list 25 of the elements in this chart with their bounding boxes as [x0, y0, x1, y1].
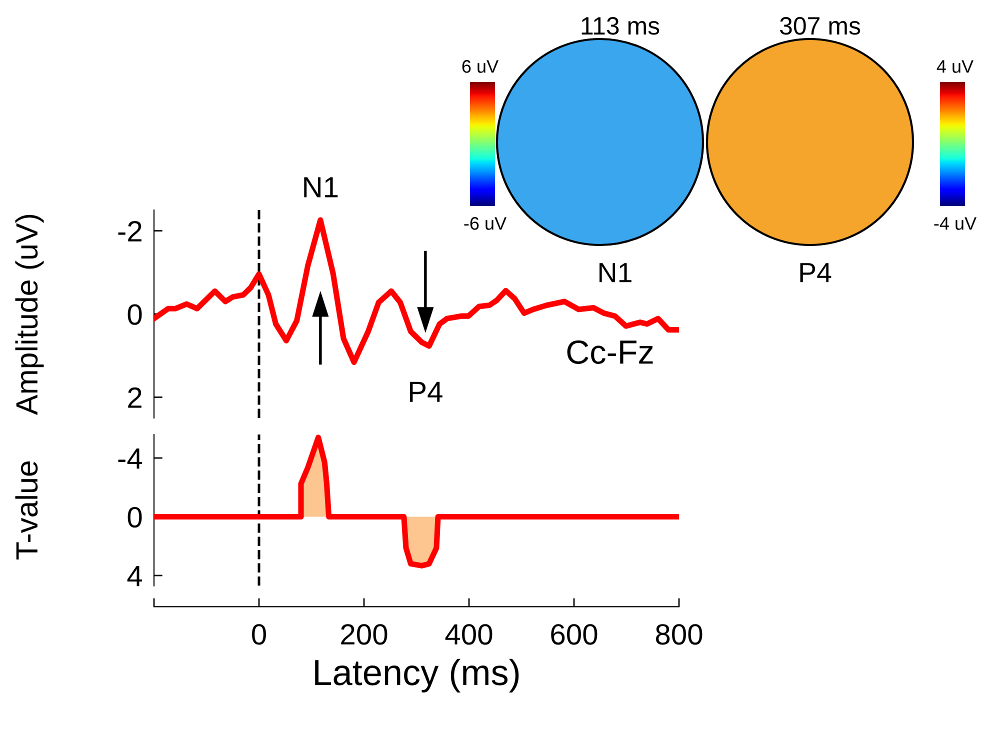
x-tick-label: 400 — [445, 624, 492, 645]
text: 4 uV — [936, 60, 974, 73]
y-tick-label: 2 — [128, 387, 142, 408]
annotation: N1 — [304, 177, 338, 198]
y-tick-label: -2 — [118, 221, 142, 242]
annotation: -6 uV — [464, 217, 506, 230]
text: 6 uV — [462, 60, 498, 73]
x-tick-label: 200 — [341, 624, 388, 645]
x-tick-label: 0 — [252, 624, 266, 645]
y-tick-label: 0 — [128, 304, 142, 325]
text: -4 uV — [934, 217, 976, 230]
text: 307 ms — [780, 17, 860, 35]
annotation: Cc-Fz — [567, 340, 653, 364]
x-tick-label: 600 — [551, 624, 598, 645]
y-tick-label: -4 — [118, 448, 142, 469]
x-tick-label: 800 — [656, 624, 702, 645]
x-axis-title: Latency (ms) — [315, 658, 519, 692]
y-axis-title: T-value — [15, 461, 38, 560]
text: P4 — [800, 263, 832, 282]
y-tick-label: 0 — [128, 506, 142, 528]
annotation: N1 — [600, 263, 632, 282]
y-tick-label: 4 — [127, 566, 142, 586]
text: 113 ms — [582, 17, 660, 35]
y-axis-title: Amplitude (uV) — [15, 214, 44, 415]
annotation: P4 — [410, 382, 442, 402]
